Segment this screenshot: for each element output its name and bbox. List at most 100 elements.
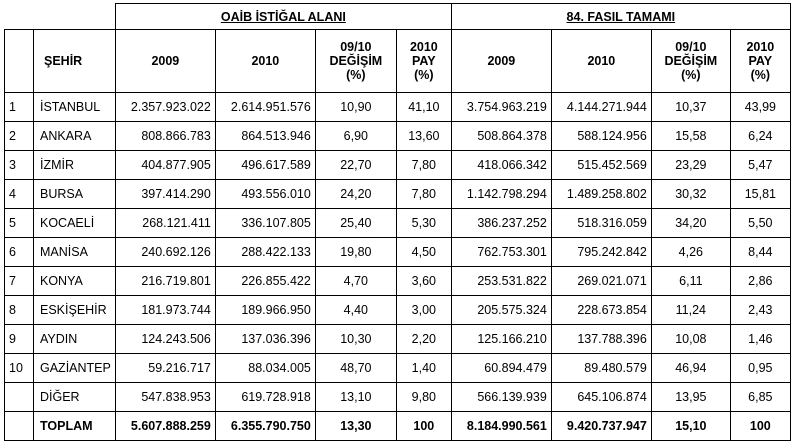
fasil-change-value: 13,95 <box>650 382 731 412</box>
oaib-change-value: 4,70 <box>314 266 397 296</box>
header-line: PAY <box>748 54 773 68</box>
oaib-share-value: 13,60 <box>395 121 452 151</box>
table-row: 10 GAZİANTEP 59.216.717 88.034.005 48,70 1,40… <box>4 353 791 383</box>
table-row: 6 MANİSA 240.692.126 288.422.133 19,80 4,50 76… <box>4 237 791 267</box>
city-name: İZMİR <box>33 150 116 180</box>
oaib-2009-value: 181.973.744 <box>114 295 216 325</box>
oaib-2010-value: 2.614.951.576 <box>214 92 316 122</box>
oaib-change-value: 13,30 <box>314 411 397 441</box>
oaib-change-value: 6,90 <box>314 121 397 151</box>
header-fasil-2009: 2009 <box>450 29 552 93</box>
fasil-2009-value: 386.237.252 <box>450 208 552 238</box>
fasil-2009-value: 60.894.479 <box>450 353 552 383</box>
oaib-2009-value: 59.216.717 <box>114 353 216 383</box>
header-fasil-change: 09/10 DEĞİŞİM (%) <box>650 29 731 93</box>
city-name: GAZİANTEP <box>33 353 116 383</box>
fasil-share-value: 1,46 <box>729 324 791 354</box>
group-header-fasil: 84. FASIL TAMAMI <box>450 3 791 30</box>
table-row: 5 KOCAELİ 268.121.411 336.107.805 25,40 5,30 3… <box>4 208 791 238</box>
oaib-2010-value: 619.728.918 <box>214 382 316 412</box>
city-name: İSTANBUL <box>33 92 116 122</box>
fasil-2010-value: 269.021.071 <box>550 266 652 296</box>
header-oaib-2009: 2009 <box>114 29 216 93</box>
header-no <box>4 29 34 93</box>
oaib-2010-value: 336.107.805 <box>214 208 316 238</box>
fasil-2010-value: 645.106.874 <box>550 382 652 412</box>
table-row: 1 İSTANBUL 2.357.923.022 2.614.951.576 10,90… <box>4 92 791 122</box>
oaib-2009-value: 397.414.290 <box>114 179 216 209</box>
row-number: 9 <box>4 324 34 354</box>
oaib-change-value: 48,70 <box>314 353 397 383</box>
city-name: AYDIN <box>33 324 116 354</box>
row-number: 4 <box>4 179 34 209</box>
fasil-change-value: 11,24 <box>650 295 731 325</box>
fasil-2010-value: 1.489.258.802 <box>550 179 652 209</box>
fasil-share-value: 15,81 <box>729 179 791 209</box>
total-row: TOPLAM 5.607.888.259 6.355.790.750 13,30 100… <box>4 411 791 441</box>
header-line: 09/10 <box>675 40 707 54</box>
header-fasil-share: 2010 PAY (%) <box>729 29 791 93</box>
oaib-2010-value: 864.513.946 <box>214 121 316 151</box>
fasil-2009-value: 566.139.939 <box>450 382 552 412</box>
fasil-share-value: 43,99 <box>729 92 791 122</box>
fasil-2010-value: 89.480.579 <box>550 353 652 383</box>
fasil-2009-value: 3.754.963.219 <box>450 92 552 122</box>
row-number: 3 <box>4 150 34 180</box>
oaib-change-value: 10,30 <box>314 324 397 354</box>
table-row: 8 ESKİŞEHİR 181.973.744 189.966.950 4,40 3,00… <box>4 295 791 325</box>
oaib-share-value: 4,50 <box>395 237 452 267</box>
oaib-change-value: 22,70 <box>314 150 397 180</box>
fasil-share-value: 5,47 <box>729 150 791 180</box>
fasil-change-value: 30,32 <box>650 179 731 209</box>
row-number: 8 <box>4 295 34 325</box>
fasil-2009-value: 205.575.324 <box>450 295 552 325</box>
fasil-share-value: 100 <box>729 411 791 441</box>
blank-corner <box>4 3 116 30</box>
export-statistics-table: OAİB İSTİĞAL ALANI 84. FASIL TAMAMI ŞEHİ… <box>4 3 791 441</box>
city-name: TOPLAM <box>33 411 116 441</box>
city-name: ANKARA <box>33 121 116 151</box>
header-line: 2010 <box>409 40 438 54</box>
row-number: 5 <box>4 208 34 238</box>
oaib-change-value: 25,40 <box>314 208 397 238</box>
fasil-2010-value: 515.452.569 <box>550 150 652 180</box>
row-number <box>4 382 34 412</box>
oaib-share-value: 3,00 <box>395 295 452 325</box>
fasil-change-value: 15,58 <box>650 121 731 151</box>
oaib-2009-value: 808.866.783 <box>114 121 216 151</box>
city-name: ESKİŞEHİR <box>33 295 116 325</box>
fasil-share-value: 8,44 <box>729 237 791 267</box>
fasil-2010-value: 9.420.737.947 <box>550 411 652 441</box>
oaib-2010-value: 493.556.010 <box>214 179 316 209</box>
oaib-share-value: 41,10 <box>395 92 452 122</box>
fasil-2010-value: 4.144.271.944 <box>550 92 652 122</box>
fasil-2009-value: 253.531.822 <box>450 266 552 296</box>
oaib-2009-value: 124.243.506 <box>114 324 216 354</box>
fasil-2010-value: 518.316.059 <box>550 208 652 238</box>
oaib-share-value: 100 <box>395 411 452 441</box>
oaib-2009-value: 268.121.411 <box>114 208 216 238</box>
header-city: ŞEHİR <box>33 29 116 93</box>
oaib-change-value: 19,80 <box>314 237 397 267</box>
header-oaib-share: 2010 PAY (%) <box>395 29 452 93</box>
header-line: (%) <box>750 68 771 82</box>
city-name: DİĞER <box>33 382 116 412</box>
header-oaib-2010: 2010 <box>214 29 316 93</box>
oaib-2009-value: 240.692.126 <box>114 237 216 267</box>
oaib-change-value: 10,90 <box>314 92 397 122</box>
header-line: (%) <box>346 68 366 82</box>
row-number: 6 <box>4 237 34 267</box>
oaib-2009-value: 2.357.923.022 <box>114 92 216 122</box>
fasil-change-value: 10,08 <box>650 324 731 354</box>
city-name: KONYA <box>33 266 116 296</box>
fasil-share-value: 2,86 <box>729 266 791 296</box>
oaib-2010-value: 88.034.005 <box>214 353 316 383</box>
fasil-2009-value: 762.753.301 <box>450 237 552 267</box>
header-line: (%) <box>681 68 701 82</box>
oaib-change-value: 24,20 <box>314 179 397 209</box>
oaib-2009-value: 547.838.953 <box>114 382 216 412</box>
oaib-share-value: 2,20 <box>395 324 452 354</box>
table-container: OAİB İSTİĞAL ALANI 84. FASIL TAMAMI ŞEHİ… <box>4 3 791 441</box>
fasil-share-value: 0,95 <box>729 353 791 383</box>
city-name: KOCAELİ <box>33 208 116 238</box>
